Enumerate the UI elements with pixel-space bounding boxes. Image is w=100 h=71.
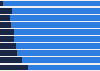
Bar bbox=[10, 15, 100, 21]
Bar bbox=[17, 50, 100, 56]
Bar bbox=[0, 36, 14, 42]
Bar bbox=[14, 29, 100, 35]
Bar bbox=[0, 65, 28, 70]
Bar bbox=[0, 43, 16, 49]
Bar bbox=[0, 8, 12, 14]
Bar bbox=[0, 57, 22, 63]
Bar bbox=[14, 36, 100, 42]
Bar bbox=[0, 15, 10, 21]
Bar bbox=[22, 57, 100, 63]
Bar bbox=[11, 22, 100, 28]
Bar bbox=[12, 8, 100, 14]
Bar bbox=[3, 1, 100, 6]
Bar bbox=[28, 65, 100, 70]
Bar bbox=[0, 1, 3, 6]
Bar bbox=[16, 43, 100, 49]
Bar bbox=[0, 50, 17, 56]
Bar bbox=[0, 29, 14, 35]
Bar bbox=[0, 22, 11, 28]
